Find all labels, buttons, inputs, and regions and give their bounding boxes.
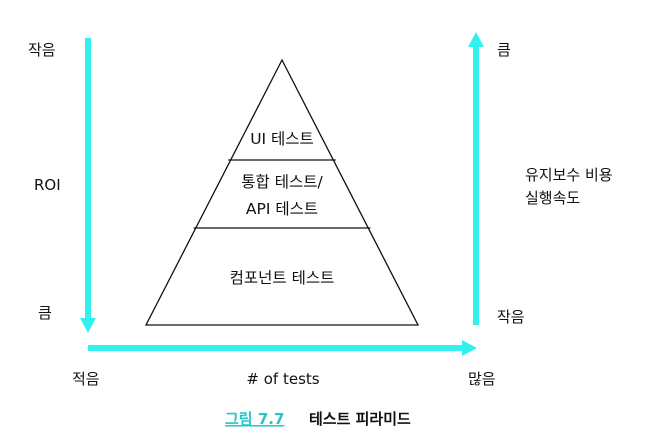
pyramid-bottom-tier-label: 컴포넌트 테스트 [230, 269, 335, 287]
left-axis-bottom-label: 큼 [38, 304, 52, 322]
bottom-axis-middle-label: # of tests [246, 370, 319, 388]
pyramid-top-tier-label: UI 테스트 [250, 130, 314, 148]
right-axis-arrow [468, 32, 484, 325]
figure-number: 그림 7.7 [225, 410, 284, 428]
right-axis-top-label: 큼 [497, 41, 511, 59]
pyramid [144, 58, 420, 326]
right-axis-middle-label-line1: 유지보수 비용 [525, 166, 613, 184]
left-axis-arrow [80, 38, 96, 333]
pyramid-middle-tier-label-line1: 통합 테스트/ [241, 173, 323, 191]
bottom-axis-right-label: 많음 [468, 370, 496, 388]
right-axis-bottom-label: 작음 [497, 308, 525, 326]
figure-title: 테스트 피라미드 [309, 410, 411, 428]
pyramid-middle-tier-label-line2: API 테스트 [246, 200, 318, 218]
left-axis-middle-label: ROI [34, 176, 61, 194]
bottom-axis-arrow [88, 340, 477, 356]
bottom-axis-left-label: 적음 [72, 370, 100, 388]
right-axis-middle-label-line2: 실행속도 [525, 189, 580, 207]
left-axis-top-label: 작음 [28, 41, 56, 59]
